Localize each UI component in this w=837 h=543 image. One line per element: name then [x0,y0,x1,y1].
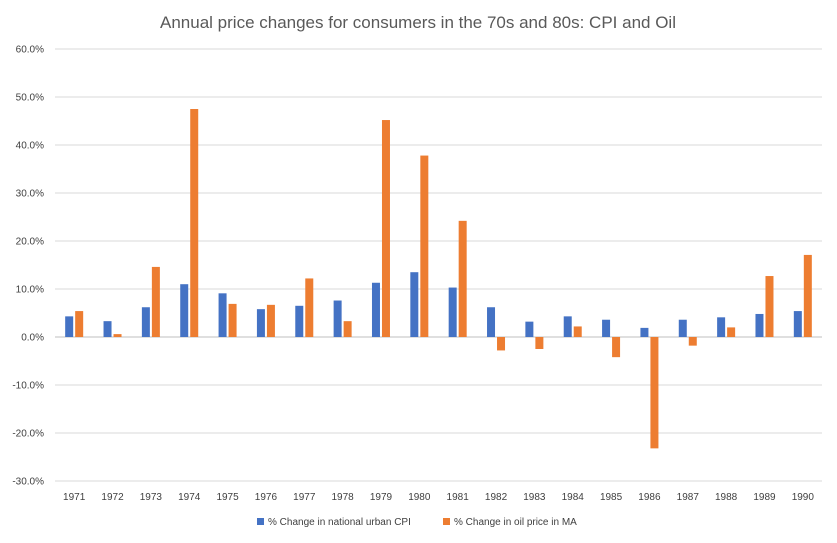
bar-cpi-1987 [678,319,687,337]
bar-oil-1974 [190,109,199,337]
bar-cpi-1976 [256,309,265,337]
y-tick-label: 40.0% [16,141,44,152]
bar-cpi-1977 [295,305,304,337]
x-tick-label: 1987 [677,492,700,503]
x-tick-label: 1975 [216,492,239,503]
x-tick-label: 1974 [178,492,201,503]
bar-oil-1987 [688,337,697,346]
y-tick-label: -20.0% [12,429,44,440]
legend-swatch-oil [443,518,450,525]
bar-oil-1989 [765,276,774,337]
x-tick-label: 1981 [447,492,470,503]
bar-oil-1975 [228,303,237,337]
bar-oil-1982 [497,337,506,351]
y-axis-tick-labels: -30.0% -20.0% -10.0% 0.0% 10.0% 20.0% 30.0% 40.… [12,45,44,488]
x-tick-label: 1972 [101,492,124,503]
x-tick-label: 1973 [140,492,163,503]
bar-oil-1980 [420,155,429,337]
bars [65,109,812,449]
x-tick-label: 1977 [293,492,316,503]
legend: % Change in national urban CPI % Change i… [257,517,577,528]
legend-swatch-cpi [257,518,264,525]
bar-cpi-1986 [640,327,649,337]
x-tick-label: 1983 [523,492,546,503]
bar-oil-1978 [343,321,352,337]
bar-cpi-1979 [371,282,380,337]
bar-cpi-1985 [602,319,611,337]
bar-cpi-1990 [793,311,802,337]
x-tick-label: 1980 [408,492,431,503]
x-axis-tick-labels: 1971 1972 1973 1974 1975 1976 1977 1978 1979 1980… [63,492,814,503]
bar-oil-1973 [151,266,160,337]
y-tick-label: -30.0% [12,477,44,488]
bar-cpi-1974 [180,284,189,337]
bar-cpi-1984 [563,316,572,337]
y-tick-label: 60.0% [16,45,44,56]
x-tick-label: 1982 [485,492,508,503]
bar-oil-1977 [305,278,314,337]
x-tick-label: 1988 [715,492,738,503]
bar-cpi-1978 [333,300,342,337]
bar-oil-1990 [803,254,812,337]
bar-oil-1988 [727,327,736,337]
x-tick-label: 1986 [638,492,661,503]
bar-oil-1986 [650,337,659,449]
bar-cpi-1981 [448,287,457,337]
x-tick-label: 1971 [63,492,86,503]
bar-oil-1979 [381,120,390,337]
bar-oil-1984 [573,326,582,337]
bar-cpi-1975 [218,293,227,337]
chart-title: Annual price changes for consumers in th… [160,13,676,32]
bar-oil-1981 [458,220,467,337]
bar-cpi-1982 [487,307,496,337]
bar-cpi-1980 [410,272,419,337]
bar-cpi-1973 [141,307,150,337]
y-tick-label: -10.0% [12,381,44,392]
x-tick-label: 1990 [792,492,815,503]
bar-cpi-1972 [103,321,112,337]
bar-cpi-1989 [755,313,764,337]
bar-cpi-1983 [525,321,534,337]
bar-cpi-1988 [717,317,726,337]
x-tick-label: 1984 [562,492,585,503]
y-tick-label: 0.0% [21,333,44,344]
x-tick-label: 1985 [600,492,623,503]
y-tick-label: 30.0% [16,189,44,200]
bar-oil-1972 [113,334,122,337]
x-tick-label: 1976 [255,492,278,503]
y-tick-label: 50.0% [16,93,44,104]
legend-label-oil: % Change in oil price in MA [454,517,577,528]
x-tick-label: 1989 [753,492,776,503]
legend-label-cpi: % Change in national urban CPI [268,517,411,528]
x-tick-label: 1979 [370,492,393,503]
x-tick-label: 1978 [332,492,355,503]
y-tick-label: 20.0% [16,237,44,248]
bar-oil-1985 [612,337,621,358]
bar-cpi-1971 [65,316,74,337]
y-tick-label: 10.0% [16,285,44,296]
gridlines [55,48,822,482]
bar-oil-1976 [266,304,275,337]
bar-oil-1983 [535,337,544,349]
bar-oil-1971 [75,311,84,337]
